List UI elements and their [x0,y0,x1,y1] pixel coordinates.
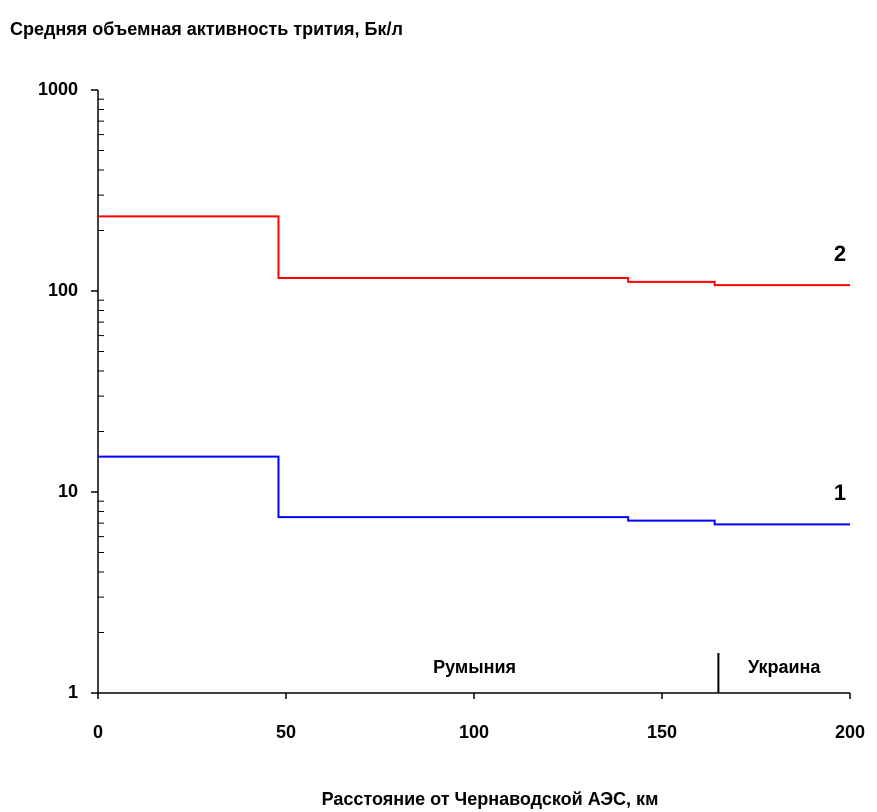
y-tick-label: 1 [68,682,78,702]
chart-title: Средняя объемная активность трития, Бк/л [10,19,403,39]
y-tick-label: 1000 [38,79,78,99]
x-tick-label: 0 [93,722,103,742]
region-label: Украина [748,657,821,677]
series-line [98,455,850,526]
series-label: 2 [834,241,846,266]
y-tick-label: 10 [58,481,78,501]
region-label: Румыния [433,657,516,677]
x-tick-label: 50 [276,722,296,742]
x-axis-label: Расстояние от Чернаводской АЭС, км [322,789,659,809]
x-tick-label: 200 [835,722,865,742]
series-line [98,215,850,287]
series-label: 1 [834,480,846,505]
x-tick-label: 150 [647,722,677,742]
y-tick-label: 100 [48,280,78,300]
x-tick-label: 100 [459,722,489,742]
